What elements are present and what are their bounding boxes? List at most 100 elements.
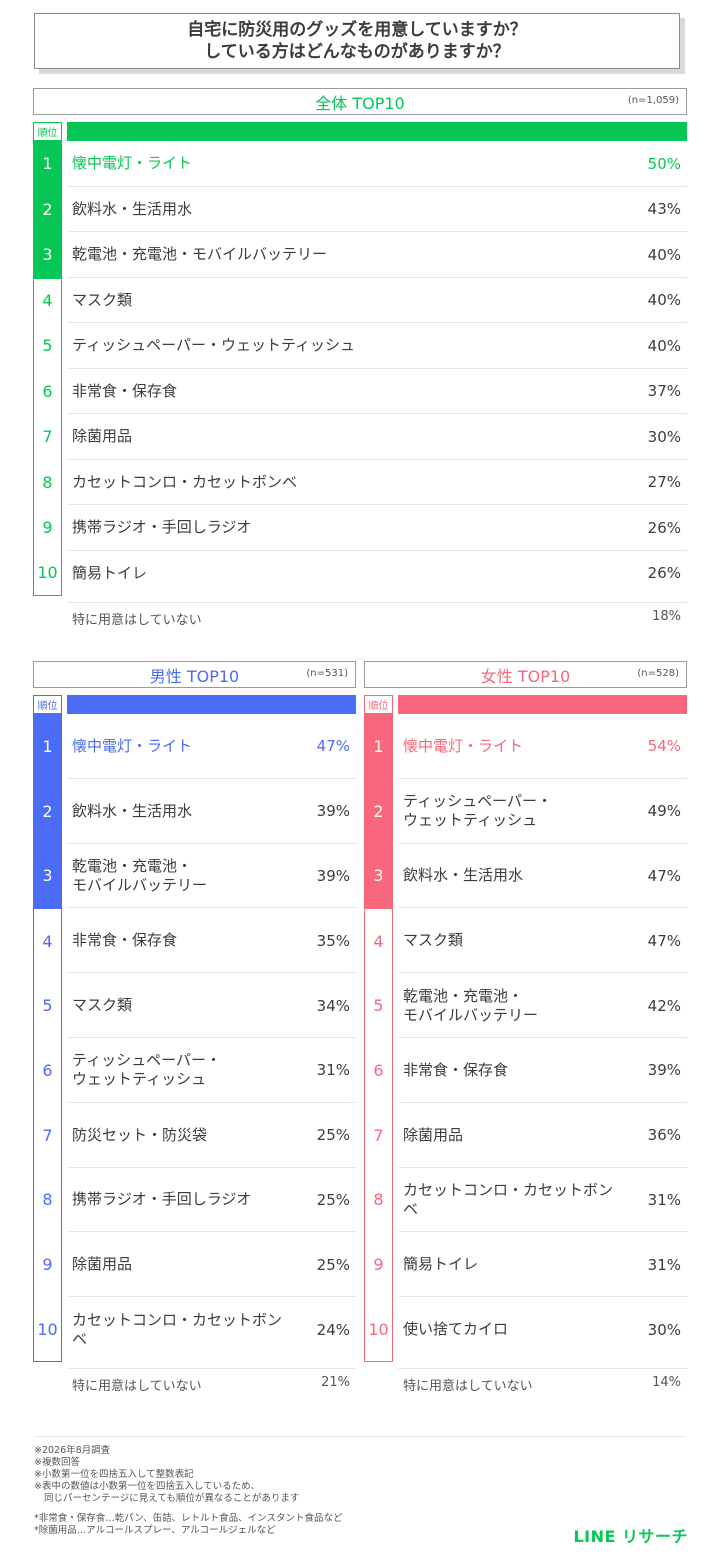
percentage-value: 40% [647,291,681,310]
percentage-value: 39% [316,866,350,885]
percentage-value: 50% [647,154,681,173]
ranking-row: 8 カセットコンロ・カセットボンベ 27% [33,459,687,505]
rank-label: 順位 [364,695,393,714]
overall-ranking-panel: 全体 TOP10 (n=1,059) 順位 1 懐中電灯・ライト 50% 2 飲料水・生活用水… [33,88,687,630]
rank-header: 順位 [33,122,687,141]
row-divider [398,1231,687,1233]
item-label: 飲料水・生活用水 [403,866,524,885]
item-label: 懐中電灯・ライト [403,736,524,755]
percentage-value: 35% [316,931,350,950]
not-prepared-row: 特に用意はしていない 18% [33,602,687,630]
percentage-value: 49% [647,802,681,821]
rank-number: 4 [33,277,62,323]
item-label: ティッシュペーパー・ ウェットティッシュ [403,792,552,830]
header-color-bar [67,695,356,714]
item-label: ティッシュペーパー・ウェットティッシュ [72,336,356,355]
rank-number: 6 [33,1037,62,1103]
ranking-row: 5 ティッシュペーパー・ウェットティッシュ 40% [33,323,687,369]
female-ranking-panel: 女性 TOP10 (n=528) 順位 1 懐中電灯・ライト 54% 2 ティッシュペーパー・… [364,661,687,1396]
rank-number: 8 [33,459,62,505]
rank-number: 9 [33,505,62,551]
ranking-row: 1 懐中電灯・ライト 47% [33,714,356,779]
row-divider [67,413,687,414]
row-divider [67,907,356,909]
note-rounding: ※小数第一位を四捨五入して整数表記 [34,1469,194,1480]
item-label: 乾電池・充電池・ モバイルバッテリー [72,856,208,894]
not-prepared-value: 14% [652,1374,681,1390]
item-label: マスク類 [72,996,133,1015]
percentage-value: 54% [647,737,681,756]
ranking-row: 3 乾電池・充電池・ モバイルバッテリー 39% [33,843,356,909]
item-label: マスク類 [72,290,133,309]
rank-header: 順位 [364,695,687,714]
rank-number: 6 [33,368,62,414]
rank-number: 7 [33,1102,62,1168]
rank-number: 9 [364,1232,393,1298]
item-label: 懐中電灯・ライト [72,154,193,173]
percentage-value: 26% [647,518,681,537]
percentage-value: 47% [647,866,681,885]
rank-number: 4 [364,908,393,974]
row-divider [67,777,356,779]
header-color-bar [398,695,687,714]
ranking-row: 4 非常食・保存食 35% [33,908,356,974]
not-prepared-label: 特に用意はしていない [72,613,202,628]
not-prepared-label: 特に用意はしていない [72,1378,202,1394]
row-divider [67,549,687,551]
percentage-value: 26% [647,564,681,583]
row-divider [398,1296,687,1298]
row-divider [67,1231,356,1233]
item-label: 簡易トイレ [403,1255,479,1274]
rank-number: 1 [364,714,393,779]
rank-number: 3 [33,232,62,278]
rank-number: 5 [364,973,393,1038]
item-label: 懐中電灯・ライト [72,736,193,755]
row-divider [67,276,687,278]
row-divider [398,842,687,844]
sample-size: (n=531) [306,668,348,679]
sample-size: (n=1,059) [627,95,679,106]
percentage-value: 43% [647,200,681,219]
panel-title: 女性 TOP10 [480,666,571,686]
row-divider [398,777,687,779]
row-divider [67,231,687,232]
row-divider [67,1166,356,1168]
ranking-row: 2 ティッシュペーパー・ ウェットティッシュ 49% [364,778,687,844]
panel-header: 女性 TOP10 (n=528) [364,661,687,688]
percentage-value: 31% [647,1190,681,1209]
percentage-value: 31% [647,1255,681,1274]
percentage-value: 25% [316,1126,350,1145]
ranking-row: 8 携帯ラジオ・手回しラジオ 25% [33,1167,356,1233]
row-divider [398,1367,687,1369]
line-research-logo: LINE リサーチ [573,1527,688,1546]
panel-header: 全体 TOP10 (n=1,059) [33,88,687,115]
rank-number: 10 [33,550,62,596]
ranking-row: 4 マスク類 47% [364,908,687,974]
item-label: 除菌用品 [72,427,133,446]
item-label: 非常食・保存食 [72,931,178,950]
rank-number: 5 [33,973,62,1038]
row-divider [67,322,687,323]
ranking-row: 1 懐中電灯・ライト 54% [364,714,687,779]
item-label: 携帯ラジオ・手回しラジオ [72,518,252,537]
row-divider [67,972,356,974]
percentage-value: 30% [647,427,681,446]
item-label: 防災セット・防災袋 [72,1125,208,1144]
item-label: マスク類 [403,931,464,950]
item-label: 飲料水・生活用水 [72,801,193,820]
ranking-row: 9 簡易トイレ 31% [364,1232,687,1298]
item-label: 使い捨てカイロ [403,1320,509,1339]
item-label: 乾電池・充電池・モバイルバッテリー [72,245,328,264]
ranking-row: 9 携帯ラジオ・手回しラジオ 26% [33,505,687,551]
item-label: 乾電池・充電池・ モバイルバッテリー [403,986,539,1024]
row-divider [398,972,687,974]
header-color-bar [67,122,687,141]
row-divider [67,1101,356,1103]
percentage-value: 27% [647,473,681,492]
percentage-value: 42% [647,996,681,1015]
rank-number: 4 [33,908,62,974]
percentage-value: 40% [647,245,681,264]
percentage-value: 39% [647,1061,681,1080]
ranking-list: 1 懐中電灯・ライト 47% 2 飲料水・生活用水 39% 3 乾電池・充電池・ モバイルバッ… [33,714,356,1362]
percentage-value: 24% [316,1320,350,1339]
